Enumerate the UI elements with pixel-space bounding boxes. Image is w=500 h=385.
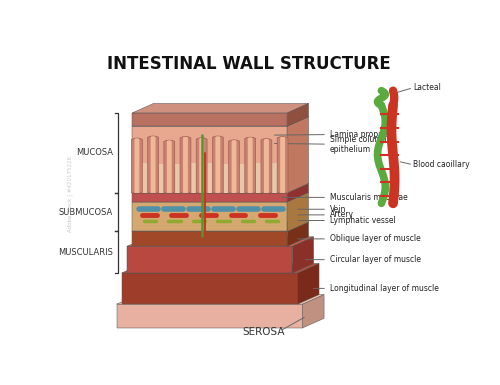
Text: Oblique layer of muscle: Oblique layer of muscle: [298, 234, 420, 243]
Polygon shape: [245, 137, 256, 193]
Polygon shape: [132, 222, 308, 231]
Polygon shape: [127, 237, 314, 246]
Text: Muscularis mucosae: Muscularis mucosae: [282, 193, 408, 202]
Text: Blood caoillary: Blood caoillary: [413, 160, 470, 169]
Polygon shape: [287, 117, 308, 193]
Text: SUBMUCOSA: SUBMUCOSA: [58, 208, 113, 217]
Polygon shape: [122, 263, 319, 273]
Polygon shape: [132, 126, 287, 193]
Text: Simple columnar
epithelium: Simple columnar epithelium: [274, 135, 394, 154]
Polygon shape: [228, 140, 239, 193]
Text: Lymphatic vessel: Lymphatic vessel: [298, 216, 396, 225]
Polygon shape: [167, 141, 172, 193]
Text: Longitudinal layer of muscle: Longitudinal layer of muscle: [314, 284, 439, 293]
Polygon shape: [132, 104, 308, 113]
Polygon shape: [287, 104, 308, 126]
Polygon shape: [287, 192, 308, 231]
Polygon shape: [132, 202, 287, 231]
Polygon shape: [298, 263, 319, 304]
Polygon shape: [240, 164, 245, 193]
Polygon shape: [164, 140, 174, 193]
Polygon shape: [132, 117, 308, 126]
Polygon shape: [183, 137, 188, 193]
Polygon shape: [122, 273, 298, 304]
Polygon shape: [132, 113, 287, 126]
Polygon shape: [272, 163, 277, 193]
Polygon shape: [142, 163, 148, 193]
Polygon shape: [212, 136, 224, 193]
Polygon shape: [132, 193, 287, 202]
Polygon shape: [248, 137, 252, 193]
Text: Lamina propria: Lamina propria: [274, 130, 388, 139]
Polygon shape: [256, 163, 261, 193]
Text: SEROSA: SEROSA: [243, 327, 285, 337]
Polygon shape: [150, 136, 156, 193]
Text: Vein: Vein: [298, 205, 346, 214]
Polygon shape: [287, 184, 308, 202]
Polygon shape: [117, 304, 303, 328]
Polygon shape: [264, 139, 269, 193]
Polygon shape: [199, 138, 204, 193]
Polygon shape: [132, 192, 308, 202]
Polygon shape: [232, 140, 236, 193]
Text: Circular layer of muscle: Circular layer of muscle: [306, 255, 421, 264]
Polygon shape: [280, 137, 285, 193]
Polygon shape: [261, 139, 272, 193]
Polygon shape: [292, 237, 314, 273]
Text: Lacteal: Lacteal: [413, 83, 441, 92]
Polygon shape: [174, 164, 180, 193]
Polygon shape: [127, 246, 292, 273]
Polygon shape: [134, 138, 140, 193]
Text: Adobe Stock | #420175226: Adobe Stock | #420175226: [67, 156, 72, 233]
Polygon shape: [207, 162, 212, 193]
Polygon shape: [224, 164, 228, 193]
Polygon shape: [287, 222, 308, 246]
Text: Artery: Artery: [298, 210, 354, 219]
Polygon shape: [132, 138, 142, 193]
Text: MUSCULARIS: MUSCULARIS: [58, 248, 113, 257]
Polygon shape: [158, 164, 164, 193]
Polygon shape: [132, 184, 308, 193]
Polygon shape: [277, 137, 288, 193]
Polygon shape: [216, 136, 220, 193]
Polygon shape: [117, 295, 324, 304]
Polygon shape: [196, 138, 207, 193]
Polygon shape: [180, 137, 191, 193]
Text: MUCOSA: MUCOSA: [76, 149, 113, 157]
Polygon shape: [132, 231, 287, 246]
Polygon shape: [191, 162, 196, 193]
Text: INTESTINAL WALL STRUCTURE: INTESTINAL WALL STRUCTURE: [106, 55, 391, 73]
Polygon shape: [148, 136, 158, 193]
Polygon shape: [303, 295, 324, 328]
